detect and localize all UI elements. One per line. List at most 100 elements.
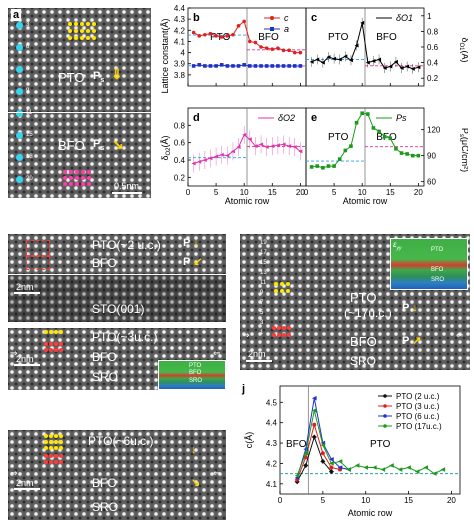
pto-label: PTO [350, 290, 377, 305]
atom-marker [44, 342, 48, 346]
row-number: 3 [260, 320, 264, 326]
row-number: 9 [26, 88, 30, 94]
data-point [298, 64, 303, 68]
data-point [416, 65, 421, 70]
data-point [388, 136, 393, 141]
left-edge-arrow-icon: ⇒ [10, 348, 18, 358]
legend-label: δO1 [396, 13, 413, 23]
pto-atom-markers [44, 434, 64, 452]
atom-marker [59, 330, 63, 334]
data-point [337, 459, 343, 464]
y-tick-label: 0.4 [427, 59, 439, 68]
row-number: 18 [26, 154, 33, 160]
left-edge-arrow-icon: ⇒ [242, 330, 250, 340]
data-point [328, 469, 334, 475]
legend-marker [383, 394, 387, 398]
atom-marker [63, 170, 67, 174]
data-point [248, 64, 252, 68]
data-point [292, 50, 297, 55]
pto-atom-markers [44, 330, 64, 340]
atom-marker [80, 22, 84, 26]
sro-label: SRO [92, 500, 119, 514]
data-point [311, 395, 317, 401]
row-number: 11 [26, 110, 33, 116]
data-point [242, 132, 247, 137]
y-axis-title-b: Lattice constant(Å) [160, 18, 170, 93]
x-axis-title-e: Atomic row [343, 196, 388, 206]
panel-letter: e [311, 112, 317, 124]
data-point [236, 145, 241, 149]
atom-marker [54, 460, 58, 464]
data-point [329, 465, 334, 470]
inset-bfo-label: BFO [431, 267, 444, 273]
data-point [236, 24, 241, 28]
panel-h-letter: h [8, 430, 9, 439]
data-point [264, 46, 269, 50]
row-number: 6 [26, 44, 30, 50]
y-tick-label: 4.4 [266, 419, 278, 428]
chart-j: j BFO PTO 4.1 4.2 4.3 4.4 4.5 0 5 10 15 20 Atomic row… [241, 383, 461, 518]
cyan-atom-dot [16, 154, 23, 161]
data-point [360, 111, 364, 115]
data-point [219, 63, 224, 67]
y-tick-label: 4.2 [266, 459, 278, 468]
data-point [393, 59, 398, 64]
data-point [303, 450, 309, 456]
y-tick-label: 1 [427, 12, 432, 21]
data-point [231, 64, 235, 68]
data-point [253, 64, 258, 68]
atom-marker [286, 289, 290, 293]
y-axis-title-c-sub: O1 [458, 43, 464, 52]
pto-thickness-label: PTO(~2 u.c.) [92, 238, 161, 252]
scale-bar [14, 364, 40, 366]
y-axis-title-c-unit: (Å) [460, 51, 468, 63]
atom-marker [272, 333, 276, 337]
atom-marker [44, 446, 48, 450]
data-point [354, 120, 359, 125]
inset-sro-label: SRO [189, 378, 203, 384]
data-point [348, 58, 353, 63]
strain-map-inset: PTO BFO SRO [158, 360, 226, 390]
pto-region-box [26, 240, 50, 256]
atom-marker [69, 170, 73, 174]
bfo-unit-cell-marker [63, 170, 95, 190]
chart-panel-b: bPTOBFO3.83.944.14.24.34.4ca [174, 4, 307, 87]
bfo-atom-markers [44, 454, 64, 468]
data-point [259, 64, 263, 68]
panel-a-letter: a [11, 9, 22, 21]
atom-marker [59, 446, 63, 450]
x-tick-label: 10 [240, 188, 249, 197]
atom-marker [44, 434, 48, 438]
data-point [309, 165, 314, 169]
atom-marker [80, 29, 84, 33]
row-number: 19 [260, 240, 267, 246]
data-point [281, 64, 286, 68]
legend-marker [383, 404, 387, 408]
pto-thickness-label: PTO(~6u.c.) [88, 434, 154, 448]
data-point [191, 64, 196, 68]
atom-marker [59, 440, 63, 444]
atom-marker [81, 176, 85, 180]
ps-arrow-bfo: P ↙ [183, 256, 203, 268]
row-number: 20 [26, 176, 33, 182]
row-number: 15 [260, 260, 267, 266]
data-point [219, 152, 224, 157]
data-point [406, 465, 411, 470]
cyan-atom-dot [16, 44, 23, 51]
legend-label: a [284, 24, 289, 34]
bfo-region-box [26, 256, 50, 270]
y-tick-label: 4.1 [266, 480, 278, 489]
data-point [354, 463, 360, 468]
data-point [270, 144, 275, 149]
bfo-label: BFO [350, 334, 377, 349]
atom-marker [54, 342, 58, 346]
pto-label: PTO [58, 70, 85, 85]
y-tick-label: 4 [181, 49, 186, 58]
sro-label: SRO [92, 370, 119, 384]
data-point [382, 66, 387, 71]
atom-marker [286, 282, 290, 286]
data-point [276, 46, 280, 50]
data-point [380, 467, 386, 472]
region-label-pto: PTO [328, 32, 349, 43]
